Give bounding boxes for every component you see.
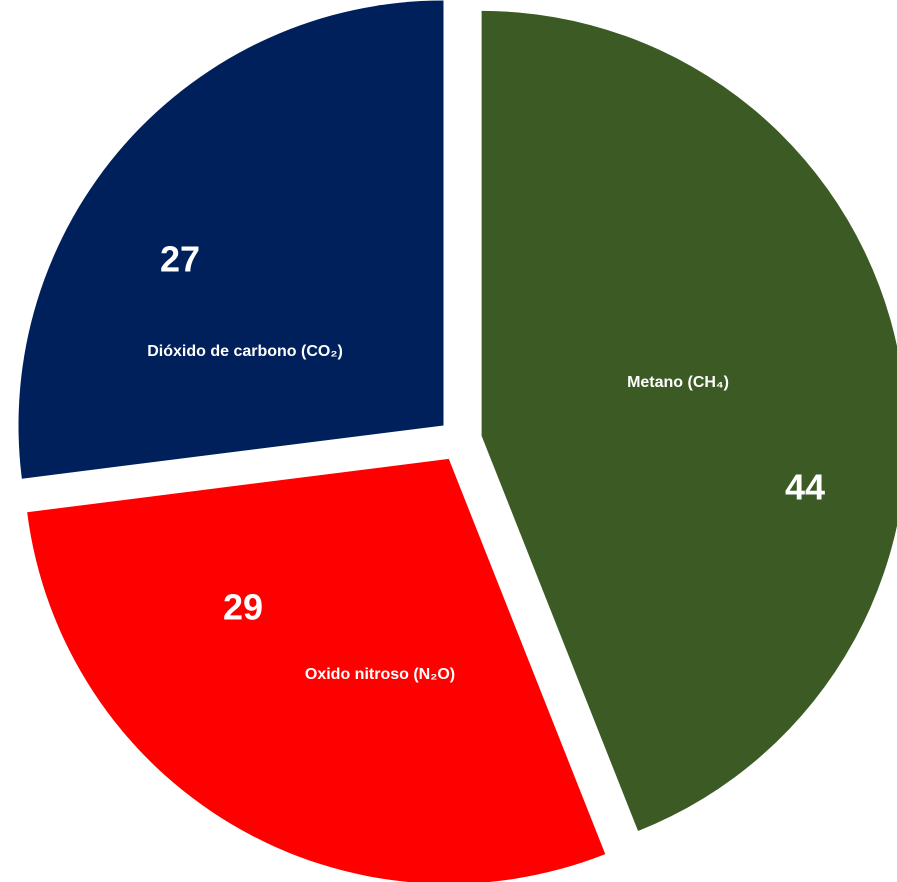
category-label: Oxido nitroso (N₂O) [305, 666, 455, 683]
value-label: 44 [785, 467, 825, 508]
pie-slice [18, 0, 444, 479]
category-label: Dióxido de carbono (CO₂) [147, 343, 343, 360]
category-label: Metano (CH₄) [627, 374, 729, 391]
value-label: 27 [160, 239, 200, 280]
pie-slice [27, 458, 606, 882]
pie-slice [481, 10, 897, 832]
value-label: 29 [223, 587, 263, 628]
